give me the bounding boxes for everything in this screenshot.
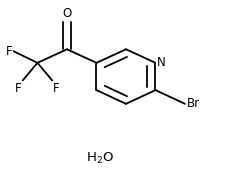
Text: F: F — [5, 45, 12, 58]
Text: F: F — [15, 82, 22, 95]
Text: N: N — [157, 56, 166, 69]
Text: H$_2$O: H$_2$O — [86, 151, 114, 166]
Text: Br: Br — [187, 97, 200, 110]
Text: O: O — [62, 7, 72, 20]
Text: F: F — [53, 82, 60, 95]
